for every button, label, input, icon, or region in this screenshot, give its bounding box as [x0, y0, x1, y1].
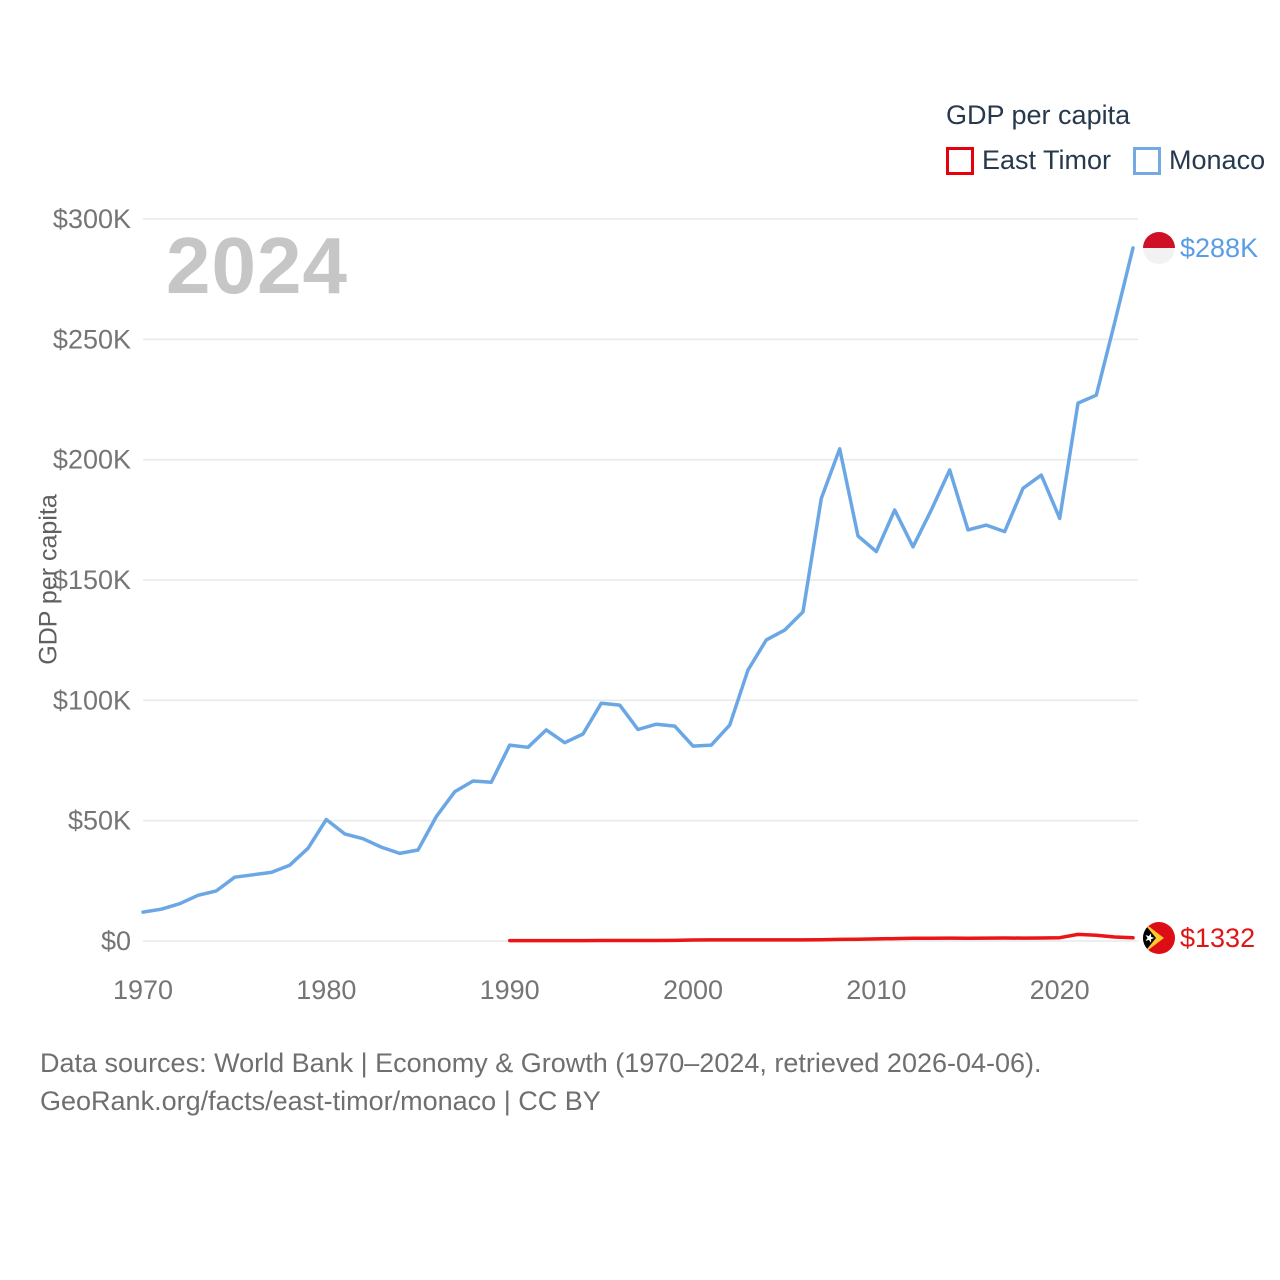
- east-timor-line: [507, 932, 1135, 943]
- chart-legend: GDP per capita East Timor Monaco: [946, 100, 1265, 176]
- y-tick-label: $200K: [53, 445, 131, 475]
- x-tick-label: 2000: [663, 975, 723, 1005]
- year-watermark: 2024: [166, 221, 348, 310]
- y-tick-label: $50K: [68, 806, 131, 836]
- legend-items: East Timor Monaco: [946, 145, 1265, 176]
- x-tick-label: 2010: [846, 975, 906, 1005]
- y-tick-label: $100K: [53, 685, 131, 715]
- monaco-swatch-icon: [1133, 146, 1162, 175]
- monaco-flag-icon: [1143, 231, 1175, 264]
- x-tick-label: 2020: [1030, 975, 1090, 1005]
- y-tick-label: $0: [101, 926, 131, 956]
- east-timor-value-label: $1332: [1180, 922, 1256, 953]
- x-tick-label: 1990: [480, 975, 540, 1005]
- data-sources-line: Data sources: World Bank | Economy & Gro…: [40, 1048, 1042, 1078]
- legend-label-monaco: Monaco: [1169, 145, 1266, 175]
- monaco-line: [141, 246, 1135, 914]
- footer: Data sources: World Bank | Economy & Gro…: [40, 1044, 1042, 1120]
- legend-item-east-timor[interactable]: East Timor: [946, 145, 1111, 176]
- y-tick-label: $250K: [53, 324, 131, 354]
- y-tick-label: $150K: [53, 565, 131, 595]
- monaco-value-label: $288K: [1180, 232, 1259, 263]
- attribution-line: GeoRank.org/facts/east-timor/monaco | CC…: [40, 1086, 601, 1116]
- legend-title: GDP per capita: [946, 100, 1131, 130]
- y-tick-label: $300K: [53, 204, 131, 234]
- x-tick-label: 1980: [296, 975, 356, 1005]
- legend-item-monaco[interactable]: Monaco: [1133, 145, 1265, 176]
- east-timor-swatch-icon: [946, 146, 974, 175]
- legend-label-east-timor: East Timor: [982, 145, 1112, 175]
- y-axis-title: GDP per capita: [34, 494, 63, 665]
- east-timor-flag-icon: [1143, 921, 1175, 954]
- x-tick-label: 1970: [113, 975, 173, 1005]
